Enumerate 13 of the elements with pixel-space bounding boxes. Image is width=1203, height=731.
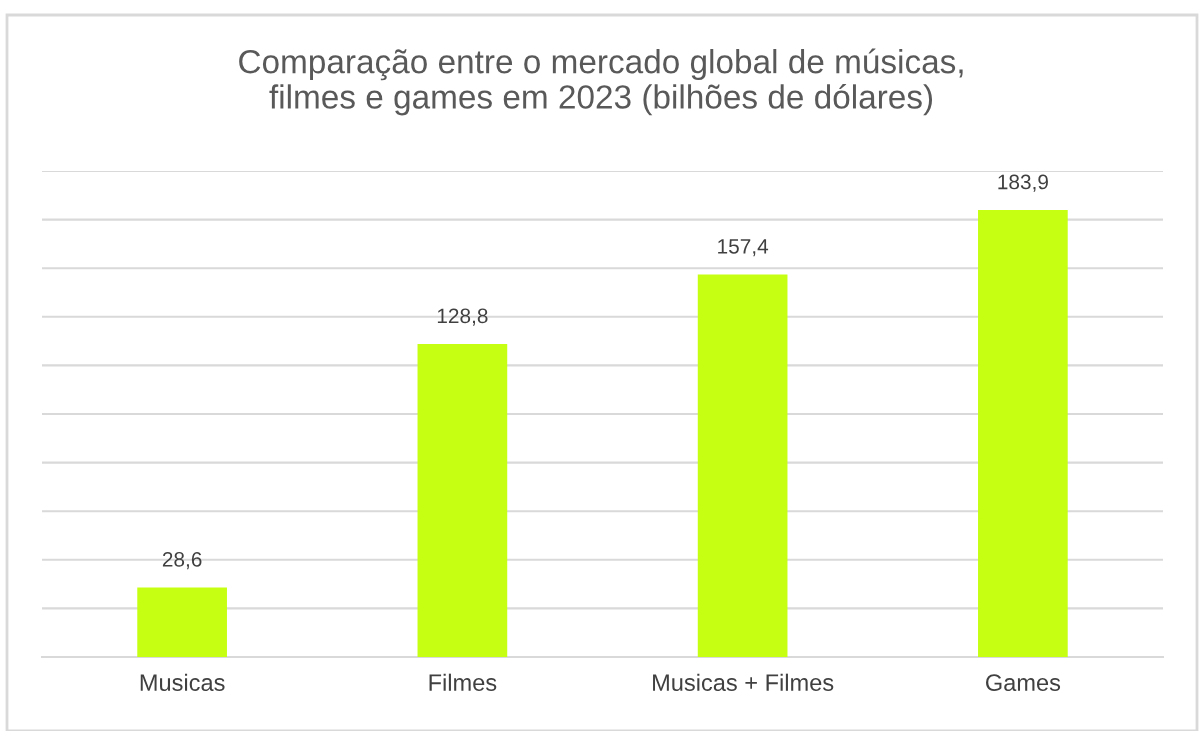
bar [417,344,508,657]
bar [137,587,227,657]
x-tick-label: Musicas [140,673,225,692]
x-tick-label: Musicas + Filmes [653,673,834,692]
bar [697,274,788,657]
data-label: 128,8 [437,308,488,326]
bar [978,210,1068,657]
x-tick-label: Filmes [429,673,497,692]
data-label: 183,9 [998,174,1048,192]
x-tick-label: Games [986,674,1061,692]
chart-title: Comparação entre o mercado global de músicas, filmes e games em 2023 (bilhões de dólares) [239,48,963,116]
data-label: 157,4 [718,239,769,257]
data-label: 28,6 [162,551,202,570]
